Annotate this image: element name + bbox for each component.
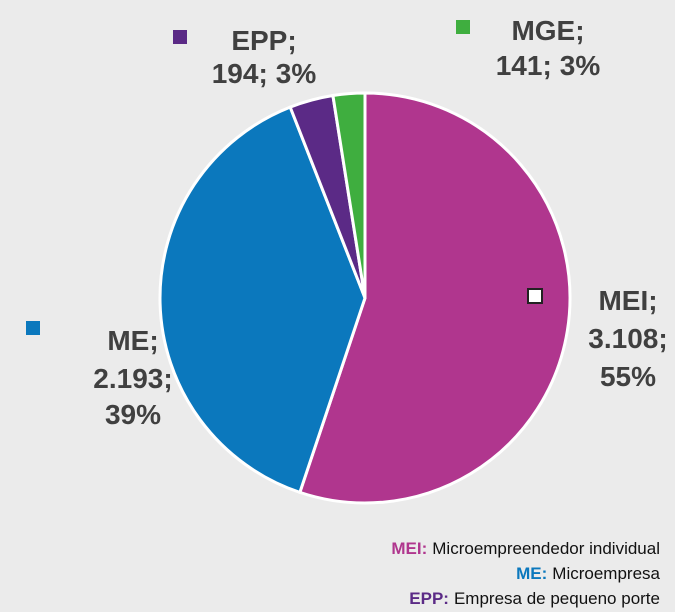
label-part: ; bbox=[658, 323, 667, 354]
legend-marker bbox=[26, 321, 40, 335]
label-part: 141 bbox=[496, 50, 543, 81]
legend-marker bbox=[173, 30, 187, 44]
slice-label: MEI; 3.108; 55% bbox=[588, 285, 667, 392]
legend-marker bbox=[456, 20, 470, 34]
slice-label: EPP; 194; 3% bbox=[212, 25, 317, 89]
note-abbr: ME: bbox=[516, 564, 547, 583]
pie-slice bbox=[331, 91, 367, 299]
slice-label: ME; 2.193; 39% bbox=[93, 325, 172, 430]
label-part: 3% bbox=[560, 50, 601, 81]
legend-marker bbox=[527, 288, 543, 304]
label-part: ; bbox=[287, 25, 296, 56]
legend-note: MEI: Microempreendedor individual bbox=[391, 539, 660, 558]
label-part: ; bbox=[648, 285, 657, 316]
note-abbr: MEI: bbox=[391, 539, 427, 558]
note-text: Microempresa bbox=[552, 564, 660, 583]
pie-slice bbox=[297, 91, 572, 505]
label-part: ; bbox=[149, 325, 158, 356]
label-part: ; bbox=[575, 15, 584, 46]
note-text: Microempreendedor individual bbox=[432, 539, 660, 558]
label-part: MGE bbox=[511, 15, 575, 46]
label-part: ; bbox=[163, 363, 172, 394]
label-part: 2.193 bbox=[93, 363, 163, 394]
legend-note: EPP: Empresa de pequeno porte bbox=[409, 589, 660, 608]
note-text: Empresa de pequeno porte bbox=[454, 589, 660, 608]
label-part: ME bbox=[107, 325, 149, 356]
legend-note: ME: Microempresa bbox=[516, 564, 660, 583]
label-part: 3% bbox=[276, 58, 317, 89]
label-part: MEI bbox=[598, 285, 648, 316]
pie-slice bbox=[158, 105, 367, 495]
slice-label: MGE; 141; 3% bbox=[496, 15, 601, 81]
note-abbr: EPP: bbox=[409, 589, 449, 608]
label-part: 55% bbox=[600, 361, 656, 392]
label-part: EPP bbox=[231, 25, 287, 56]
label-part: ; bbox=[258, 58, 267, 89]
label-part: 3.108 bbox=[588, 323, 658, 354]
label-part: ; bbox=[542, 50, 551, 81]
label-part: 39% bbox=[105, 399, 161, 430]
label-part: 194 bbox=[212, 58, 259, 89]
